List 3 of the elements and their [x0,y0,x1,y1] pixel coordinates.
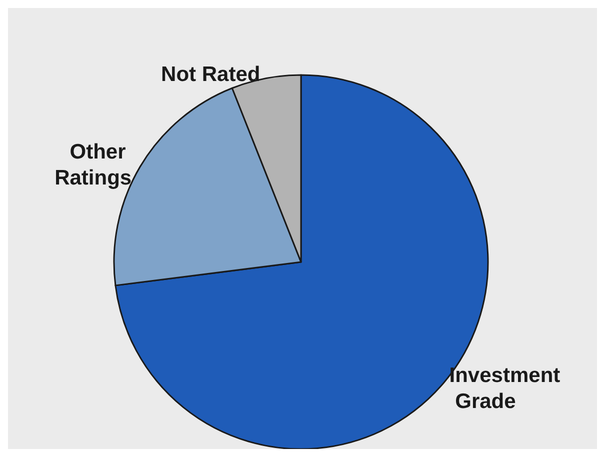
slice-label: Not Rated [161,62,260,86]
slice-label: Other Ratings [54,140,132,190]
slice-label: Investment Grade [449,364,560,413]
